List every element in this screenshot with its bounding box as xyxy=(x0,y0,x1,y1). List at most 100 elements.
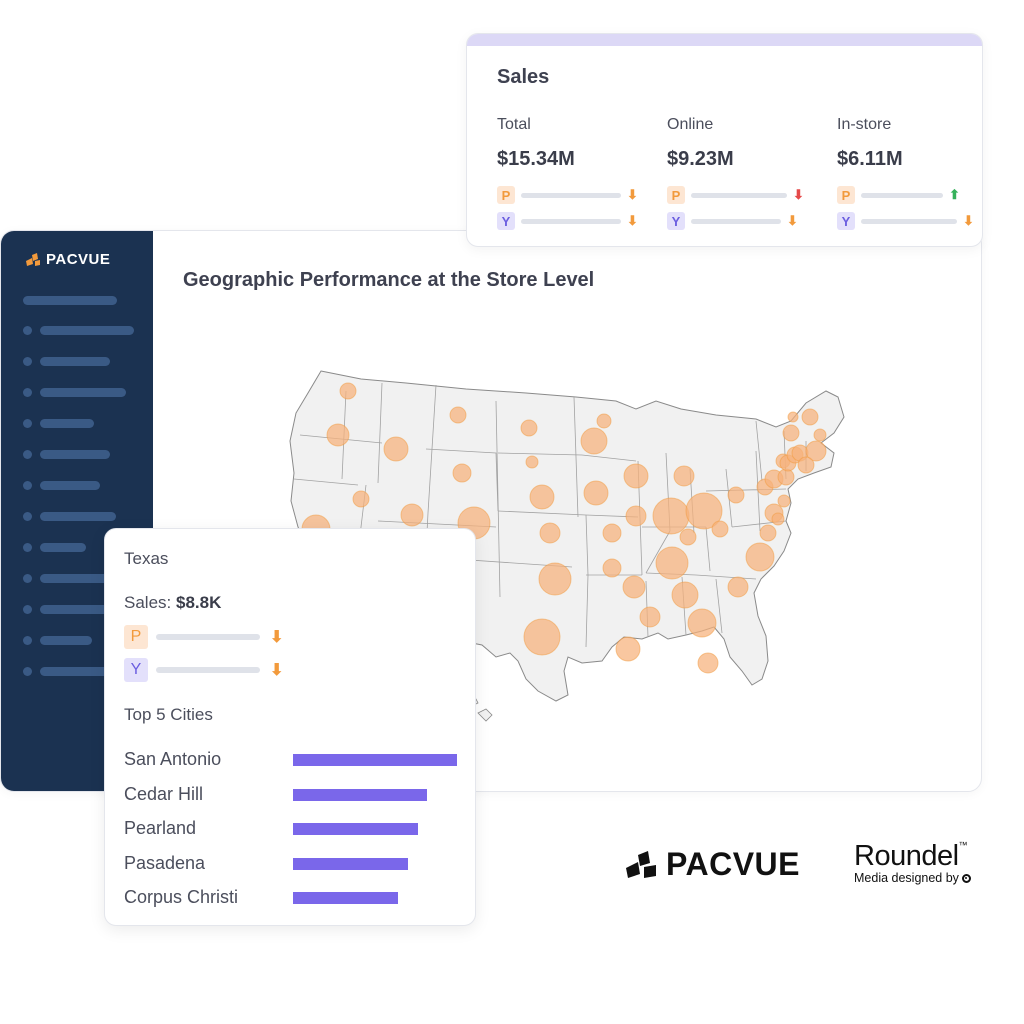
nav-label-placeholder xyxy=(40,604,112,614)
store-bubble[interactable] xyxy=(777,494,791,508)
store-bubble[interactable] xyxy=(797,456,815,474)
store-bubble[interactable] xyxy=(383,436,409,462)
store-bubble[interactable] xyxy=(400,503,424,527)
arrow-down-icon: ⬇ xyxy=(270,662,284,679)
metric-p-row: P ⬆ xyxy=(837,186,960,204)
y-badge: Y xyxy=(667,212,685,230)
tooltip-sales-label: Sales: xyxy=(124,593,176,612)
nav-label-placeholder xyxy=(40,666,120,676)
store-bubble[interactable] xyxy=(539,522,561,544)
nav-label-placeholder xyxy=(40,325,134,335)
store-bubble[interactable] xyxy=(449,406,467,424)
store-bubble[interactable] xyxy=(523,618,561,656)
metric-y-row: Y ⬇ xyxy=(497,212,638,230)
sidebar-nav-item[interactable] xyxy=(23,666,120,676)
store-bubble[interactable] xyxy=(745,542,775,572)
store-bubble[interactable] xyxy=(759,524,777,542)
sales-metric: Online $9.23M xyxy=(667,116,734,171)
roundel-logo: Roundel™ Media designed by xyxy=(854,840,971,885)
tooltip-y-row: Y ⬇ xyxy=(124,658,283,682)
store-bubble[interactable] xyxy=(727,486,745,504)
nav-bullet xyxy=(23,325,32,335)
metric-value: $9.23M xyxy=(667,148,734,170)
p-badge: P xyxy=(667,186,685,204)
sidebar-logo[interactable]: PACVUE xyxy=(25,251,110,268)
store-bubble[interactable] xyxy=(777,468,795,486)
arrow-up-icon: ⬆ xyxy=(949,187,960,202)
nav-bullet xyxy=(23,604,32,614)
store-bubble[interactable] xyxy=(639,606,661,628)
metric-label: In-store xyxy=(837,116,892,133)
store-bubble[interactable] xyxy=(687,608,717,638)
store-bubble[interactable] xyxy=(655,546,689,580)
nav-bullet xyxy=(23,449,32,459)
store-bubble[interactable] xyxy=(625,505,647,527)
store-bubble[interactable] xyxy=(452,463,472,483)
store-bubble[interactable] xyxy=(652,497,690,535)
sidebar-nav-item[interactable] xyxy=(23,573,120,583)
store-bubble[interactable] xyxy=(813,428,827,442)
store-bubble[interactable] xyxy=(602,558,622,578)
store-bubble[interactable] xyxy=(805,440,827,462)
nav-bullet xyxy=(23,480,32,490)
metric-y-row: Y ⬇ xyxy=(837,212,974,230)
store-bubble[interactable] xyxy=(782,424,800,442)
store-bubble[interactable] xyxy=(727,576,749,598)
store-bubble[interactable] xyxy=(697,652,719,674)
sidebar-nav-item[interactable] xyxy=(23,604,112,614)
roundel-name: Roundel xyxy=(854,840,959,872)
pacvue-logo-icon xyxy=(626,850,656,878)
sidebar: PACVUE xyxy=(1,231,153,791)
sidebar-nav-item[interactable] xyxy=(23,542,86,552)
sidebar-nav-item[interactable] xyxy=(23,418,94,428)
store-bubble[interactable] xyxy=(801,408,819,426)
store-bubble[interactable] xyxy=(787,411,799,423)
sidebar-nav-item[interactable] xyxy=(23,325,134,335)
store-bubble[interactable] xyxy=(529,484,555,510)
page-title: Geographic Performance at the Store Leve… xyxy=(183,269,595,291)
store-bubble[interactable] xyxy=(525,455,539,469)
store-bubble[interactable] xyxy=(326,423,350,447)
store-bubble[interactable] xyxy=(673,465,695,487)
store-bubble[interactable] xyxy=(685,492,723,530)
store-bubble[interactable] xyxy=(538,562,572,596)
store-bubble[interactable] xyxy=(580,427,608,455)
store-bubble[interactable] xyxy=(622,575,646,599)
sidebar-nav-item[interactable] xyxy=(23,449,110,459)
store-bubble[interactable] xyxy=(520,419,538,437)
metric-y-row: Y ⬇ xyxy=(667,212,798,230)
city-name: Pearland xyxy=(124,818,197,838)
store-bubble[interactable] xyxy=(596,413,612,429)
store-bubble[interactable] xyxy=(679,528,697,546)
store-bubble[interactable] xyxy=(711,520,729,538)
sidebar-nav-item[interactable] xyxy=(23,480,100,490)
p-track xyxy=(861,192,943,198)
sidebar-nav-item[interactable] xyxy=(23,511,116,521)
nav-label-placeholder xyxy=(40,542,86,552)
store-bubble[interactable] xyxy=(339,382,357,400)
p-badge: P xyxy=(837,186,855,204)
nav-label-placeholder xyxy=(40,356,110,366)
sidebar-nav-item[interactable] xyxy=(23,356,110,366)
metric-value: $15.34M xyxy=(497,148,575,170)
y-track xyxy=(861,218,957,224)
nav-label-placeholder xyxy=(23,295,117,305)
nav-bullet xyxy=(23,635,32,645)
nav-bullet xyxy=(23,387,32,397)
store-bubble[interactable] xyxy=(583,480,609,506)
store-bubble[interactable] xyxy=(671,581,699,609)
tooltip-state-title: Texas xyxy=(124,549,169,568)
store-bubble[interactable] xyxy=(352,490,370,508)
sidebar-nav-item[interactable] xyxy=(23,387,126,397)
sidebar-nav-item[interactable] xyxy=(23,635,92,645)
roundel-tm: ™ xyxy=(958,840,968,850)
store-bubble[interactable] xyxy=(602,523,622,543)
y-badge: Y xyxy=(124,658,148,682)
city-name: Pasadena xyxy=(124,852,206,873)
sidebar-nav-item[interactable] xyxy=(23,295,117,305)
store-bubble[interactable] xyxy=(623,463,649,489)
metric-label: Total xyxy=(497,116,531,133)
store-bubble[interactable] xyxy=(771,512,785,526)
store-bubble[interactable] xyxy=(615,636,641,662)
city-bar xyxy=(293,857,408,870)
